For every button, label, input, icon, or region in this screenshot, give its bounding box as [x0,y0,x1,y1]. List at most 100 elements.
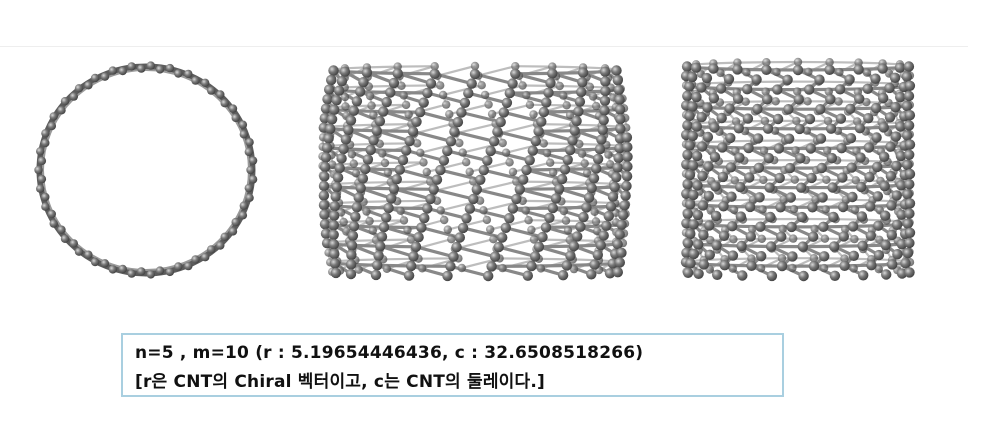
carbon-atom [710,181,720,191]
carbon-atom [340,218,348,226]
cnt-side-view [318,62,632,281]
carbon-atom [343,125,353,135]
carbon-atom [356,183,366,193]
carbon-atom [530,251,540,261]
carbon-atom [783,104,793,114]
carbon-atom [389,78,399,88]
bond [383,112,420,113]
carbon-atom [573,106,583,116]
carbon-atom [375,116,385,126]
carbon-atom [786,222,796,232]
carbon-atom [137,64,145,72]
carbon-atom [753,133,763,143]
carbon-atom [784,134,794,144]
carbon-atom [119,265,127,273]
carbon-atom [599,230,609,240]
carbon-atom [596,240,606,250]
carbon-atom [505,88,515,98]
carbon-atom [788,264,796,272]
carbon-atom [232,114,240,122]
carbon-atom [445,261,455,271]
carbon-atom [166,268,174,276]
carbon-atom [798,271,808,281]
bond [539,131,575,132]
carbon-atom [697,141,707,151]
carbon-atom [818,222,828,232]
carbon-atom [57,226,65,234]
carbon-atom [855,123,865,133]
carbon-atom [903,248,913,258]
carbon-atom [712,270,722,280]
carbon-atom [324,84,334,94]
carbon-atom [329,220,339,230]
carbon-atom [839,231,849,241]
carbon-atom [776,232,786,242]
carbon-atom [462,158,470,166]
carbon-atom [360,164,370,174]
carbon-atom [61,97,69,105]
carbon-atom [827,153,837,163]
carbon-atom [787,251,797,261]
carbon-atom [761,65,771,75]
carbon-atom [685,170,695,180]
carbon-atom [335,163,345,173]
carbon-atom [902,101,912,111]
carbon-atom [61,235,69,243]
carbon-atom [687,72,697,82]
carbon-atom [606,201,616,211]
carbon-atom [549,168,557,176]
carbon-atom [525,155,535,165]
carbon-atom [329,239,339,249]
carbon-atom [775,202,785,212]
carbon-atom [325,124,335,134]
carbon-atom [693,210,703,220]
carbon-atom [755,222,765,232]
carbon-atom [570,126,580,136]
carbon-atom [614,95,624,105]
carbon-atom [615,104,625,114]
carbon-atom [329,105,339,115]
carbon-atom [578,150,586,158]
carbon-atom [41,203,49,211]
carbon-atom [900,258,910,268]
carbon-atom [835,84,845,94]
carbon-atom [822,176,830,184]
carbon-atom [822,205,830,213]
carbon-atom [369,226,377,234]
carbon-atom [319,171,329,181]
carbon-atom [322,94,332,104]
carbon-atom [548,203,558,213]
carbon-atom [621,181,631,191]
carbon-atom [622,171,632,181]
carbon-atom [857,241,867,251]
carbon-atom [458,223,468,233]
carbon-atom [809,261,819,271]
carbon-atom [827,182,837,192]
carbon-atom [328,65,338,75]
carbon-atom [589,92,597,100]
carbon-atom [711,240,721,250]
carbon-atom [432,175,442,185]
carbon-atom [589,259,599,269]
carbon-atom [418,264,426,272]
carbon-atom [191,76,199,84]
carbon-atom [527,226,535,234]
carbon-atom [789,234,797,242]
carbon-atom [847,192,857,202]
carbon-atom [534,242,544,252]
carbon-atom [411,242,421,252]
carbon-atom [338,144,348,154]
carbon-atom [502,98,512,108]
carbon-atom [584,193,594,203]
carbon-atom [725,133,735,143]
carbon-atom [719,231,729,241]
carbon-atom [586,269,596,279]
carbon-atom [216,241,224,249]
carbon-atom [892,220,902,230]
carbon-atom [479,206,487,214]
carbon-atom [853,64,863,74]
carbon-atom [737,270,747,280]
carbon-atom [483,271,493,281]
caption-description: [r은 CNT의 Chiral 벡터이고, c는 CNT의 둘레이다.] [135,367,545,392]
carbon-atom [455,139,463,147]
